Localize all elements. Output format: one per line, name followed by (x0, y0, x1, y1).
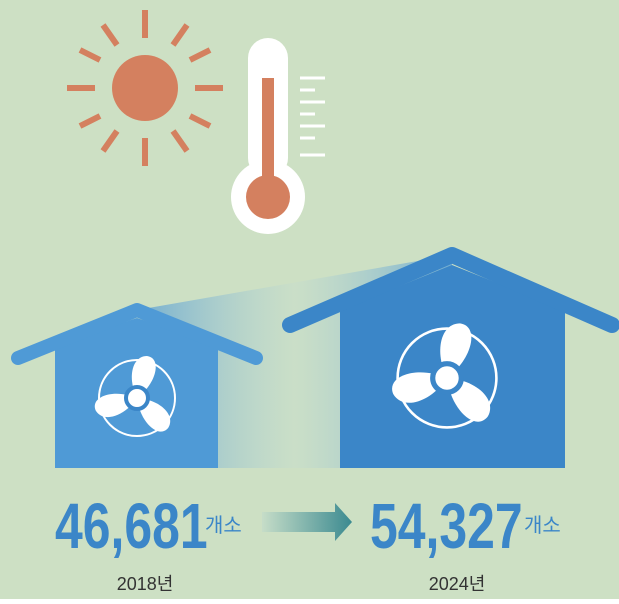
unit-2018: 개소 (205, 514, 242, 537)
year-2018: 2018년 (117, 574, 174, 594)
count-2024: 54,327 (370, 491, 523, 562)
infographic: 46,681 개소 54,327 개소 2018년 2024년 (0, 0, 619, 599)
year-2024: 2024년 (429, 574, 486, 594)
unit-2024: 개소 (524, 514, 561, 537)
count-2018: 46,681 (55, 491, 208, 562)
